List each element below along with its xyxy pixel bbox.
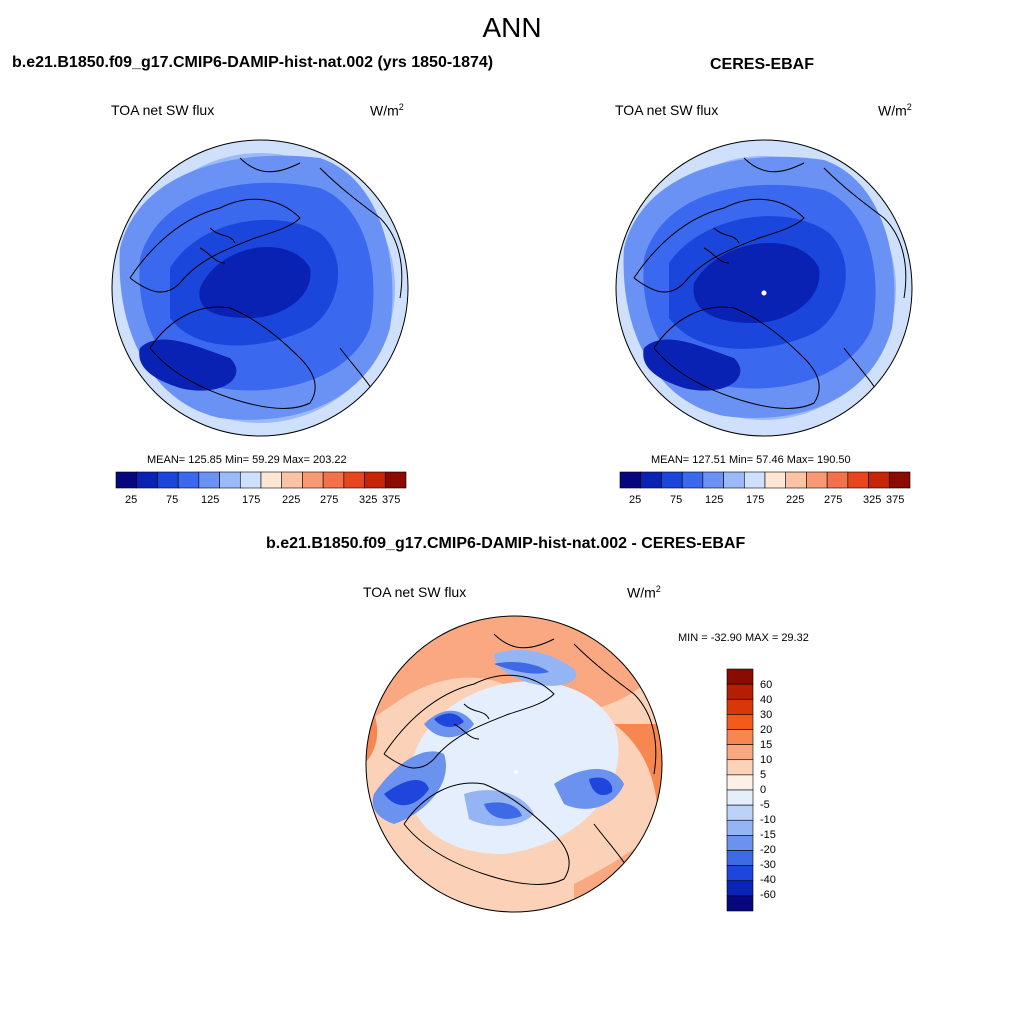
panel3-colorbar-tick: -10 [760, 814, 776, 826]
panel2-colorbar-tick: 75 [670, 494, 683, 506]
panel1-colorbar-tick: 225 [282, 494, 301, 506]
panel2-colorbar-tick: 275 [824, 494, 843, 506]
panel3-colorbar-tick: 60 [760, 679, 773, 691]
colorbar-swatch [115, 471, 138, 489]
panel3-colorbar-tick: -5 [760, 799, 770, 811]
panel1-units: W/m2 [370, 102, 404, 119]
colorbar-swatch [726, 729, 754, 745]
colorbar-swatch [726, 683, 754, 700]
panel3-colorbar-tick: -30 [760, 859, 776, 871]
colorbar-swatch [726, 759, 754, 776]
panel3-colorbar-tick: 15 [760, 739, 773, 751]
panel2-colorbar-tick: 325 [863, 494, 882, 506]
panel2-colorbar-tick: 225 [786, 494, 805, 506]
panel2-colorbar-tick: 125 [705, 494, 724, 506]
panel3-colorbar-tick: 20 [760, 724, 773, 736]
panel3-colorbar-tick: 30 [760, 709, 773, 721]
colorbar-swatch [198, 471, 220, 489]
colorbar-swatch [726, 698, 754, 715]
panel2-colorbar-tick: 25 [629, 494, 642, 506]
colorbar-swatch [764, 471, 787, 489]
panel1-colorbar-tick: 375 [382, 494, 401, 506]
panel2-polar-map [615, 139, 913, 437]
colorbar-swatch [681, 471, 704, 489]
panel3-colorbar-labels: 60 40 30 20 15 10 5 0 -5 -10 -15 -20 -30… [760, 669, 800, 911]
panel3-stats: MIN = -32.90 MAX = 29.32 [678, 632, 809, 644]
colorbar-swatch [726, 865, 754, 882]
panel2-stats: MEAN= 127.51 Min= 57.46 Max= 190.50 [651, 454, 851, 466]
colorbar-swatch [726, 774, 754, 791]
panel2-variable-label: TOA net SW flux [615, 102, 719, 118]
colorbar-swatch [322, 471, 345, 489]
colorbar-swatch [302, 471, 324, 489]
panel2-colorbar-tick: 175 [746, 494, 765, 506]
panel2-colorbar-tick: 375 [886, 494, 905, 506]
colorbar-swatch [847, 471, 869, 489]
colorbar-swatch [806, 471, 828, 489]
panel2-units: W/m2 [878, 102, 912, 119]
colorbar-swatch [640, 471, 662, 489]
panel1-colorbar-tick: 275 [320, 494, 339, 506]
panel1-title: b.e21.B1850.f09_g17.CMIP6-DAMIP-hist-nat… [12, 54, 494, 71]
colorbar-swatch [726, 835, 754, 851]
panel3-colorbar-tick: -40 [760, 874, 776, 886]
panel2-title: CERES-EBAF [710, 56, 815, 73]
panel3-colorbar-tick: -20 [760, 844, 776, 856]
colorbar-swatch [785, 471, 807, 489]
colorbar-swatch [726, 789, 754, 806]
panel1-colorbar-tick: 25 [125, 494, 138, 506]
panel1-colorbar-labels: 25 75 125 175 225 275 325 375 [116, 494, 406, 508]
panel3-title: b.e21.B1850.f09_g17.CMIP6-DAMIP-hist-nat… [266, 535, 746, 552]
colorbar-swatch [239, 471, 262, 489]
panel3-colorbar-tick: 5 [760, 769, 767, 781]
colorbar-swatch [723, 471, 745, 489]
colorbar-swatch [826, 471, 849, 489]
panel1-colorbar [115, 471, 407, 489]
panel3-colorbar [726, 668, 754, 912]
panel2-colorbar-labels: 25 75 125 175 225 275 325 375 [620, 494, 910, 508]
colorbar-swatch [868, 471, 890, 489]
colorbar-swatch [888, 471, 911, 489]
panel1-colorbar-tick: 125 [201, 494, 220, 506]
colorbar-swatch [726, 880, 754, 897]
panel1-stats: MEAN= 125.85 Min= 59.29 Max= 203.22 [147, 454, 347, 466]
panel1-colorbar-tick: 175 [242, 494, 261, 506]
colorbar-swatch [726, 714, 754, 730]
colorbar-swatch [726, 819, 754, 836]
panel1-colorbar-tick: 75 [166, 494, 179, 506]
panel3-colorbar-tick: -60 [760, 889, 776, 901]
colorbar-swatch [260, 471, 283, 489]
colorbar-swatch [702, 471, 724, 489]
colorbar-swatch [177, 471, 200, 489]
colorbar-swatch [364, 471, 386, 489]
colorbar-swatch [136, 471, 158, 489]
panel3-variable-label: TOA net SW flux [363, 584, 467, 600]
panel3-colorbar-tick: 10 [760, 754, 773, 766]
panel3-colorbar-tick: 0 [760, 784, 767, 796]
colorbar-swatch [619, 471, 642, 489]
colorbar-swatch [343, 471, 365, 489]
colorbar-swatch [726, 744, 754, 761]
panel1-polar-map [111, 139, 409, 437]
panel3-colorbar-tick: -15 [760, 829, 776, 841]
panel3-units: W/m2 [627, 584, 661, 601]
colorbar-swatch [384, 471, 407, 489]
panel3-polar-map [365, 615, 663, 913]
colorbar-swatch [726, 804, 754, 821]
panel2-colorbar [619, 471, 911, 489]
colorbar-swatch [726, 668, 754, 685]
page-title: ANN [482, 12, 542, 43]
panel1-colorbar-tick: 325 [359, 494, 378, 506]
colorbar-swatch [726, 895, 754, 912]
colorbar-swatch [661, 471, 683, 489]
panel3-colorbar-tick: 40 [760, 694, 773, 706]
colorbar-swatch [281, 471, 303, 489]
panel1-variable-label: TOA net SW flux [111, 102, 215, 118]
colorbar-swatch [743, 471, 766, 489]
colorbar-swatch [157, 471, 179, 489]
colorbar-swatch [219, 471, 241, 489]
colorbar-swatch [726, 850, 754, 866]
